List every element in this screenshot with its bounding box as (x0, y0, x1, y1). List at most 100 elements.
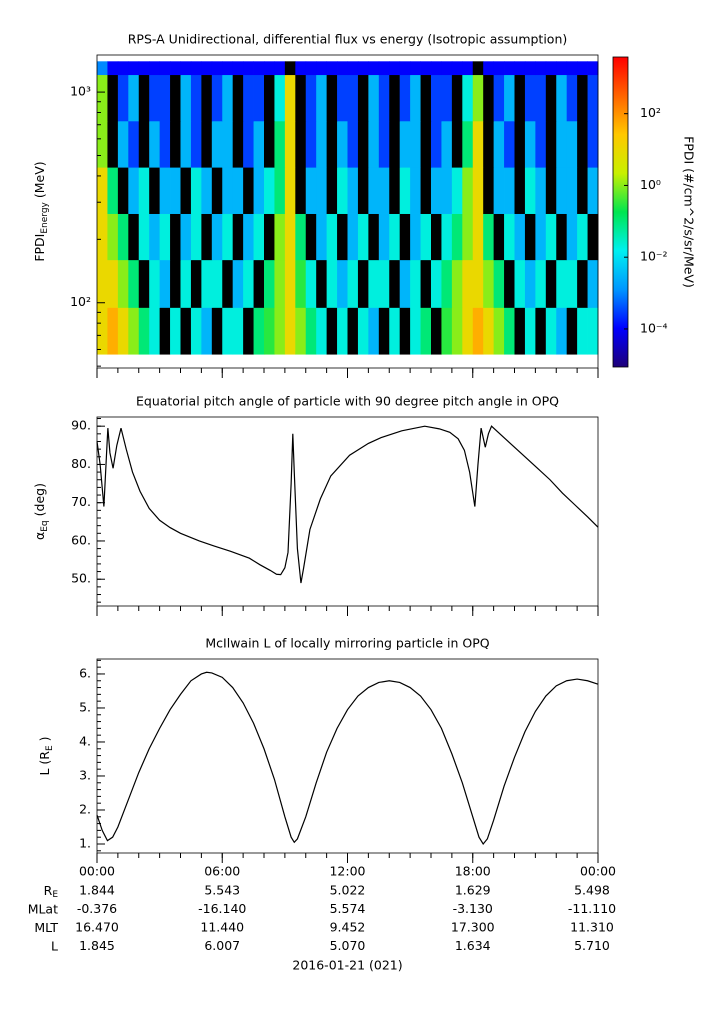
chart-title: Equatorial pitch angle of particle with … (136, 394, 559, 409)
heat-cell (107, 120, 119, 168)
heat-cell (232, 120, 244, 168)
x-tick-label: 00:00 (580, 864, 616, 879)
heat-cell (431, 74, 442, 122)
heat-cell (545, 61, 557, 76)
heat-cell (337, 213, 348, 261)
heat-cell (274, 167, 286, 214)
heat-cell (556, 307, 568, 355)
heat-cell (504, 167, 515, 214)
heat-cell (566, 74, 578, 122)
y-label-main: L (R (37, 751, 52, 776)
heat-cell (587, 74, 599, 122)
heat-cell (410, 120, 421, 168)
heat-cell (97, 307, 108, 355)
heat-cell (305, 120, 317, 168)
heat-cell (243, 120, 254, 168)
heat-cell (545, 74, 557, 122)
heat-cell (211, 213, 223, 261)
ephem-value: 6.007 (204, 938, 240, 953)
heat-cell (305, 167, 317, 214)
heat-cell (524, 167, 536, 214)
heat-cell (295, 167, 307, 214)
heat-cell (357, 120, 369, 168)
heat-cell (295, 74, 307, 122)
heat-cell (441, 307, 453, 355)
heat-cell (577, 120, 588, 168)
ephem-value: -11.110 (568, 901, 616, 916)
heat-cell (107, 74, 119, 122)
heat-cell (451, 307, 463, 355)
heat-cell (347, 74, 359, 122)
heat-cell (577, 167, 588, 214)
heat-cell (493, 74, 505, 122)
heat-cell (347, 213, 359, 261)
heat-cell (253, 120, 265, 168)
heat-cell (149, 74, 161, 122)
heat-cell (201, 74, 213, 122)
heat-cell (232, 167, 244, 214)
heat-cell (149, 61, 161, 76)
heat-cell (117, 213, 129, 261)
heat-cell (337, 167, 348, 214)
y-label-rest: (deg) (32, 483, 47, 516)
heat-cell (264, 213, 275, 261)
heat-cell (305, 307, 317, 355)
ephem-value: -0.376 (77, 901, 117, 916)
heat-cell (253, 61, 265, 76)
heat-cell (378, 213, 390, 261)
heat-cell (462, 61, 474, 76)
heat-cell (483, 74, 495, 122)
heat-cell (514, 259, 526, 308)
heat-cell (284, 74, 296, 122)
heat-cell (483, 167, 495, 214)
heat-cell (357, 213, 369, 261)
heat-cell (535, 307, 547, 355)
heat-cell (545, 120, 557, 168)
heat-cell (451, 61, 463, 76)
heat-cell (159, 259, 171, 308)
y-tick-label: 5. (79, 699, 91, 714)
heat-cell (337, 61, 348, 76)
heat-cell (472, 307, 484, 355)
heat-cell (556, 74, 568, 122)
heat-cell (347, 61, 359, 76)
heat-cell (97, 120, 108, 168)
heat-cell (190, 74, 202, 122)
y-label-main: α (32, 532, 47, 540)
heat-cell (243, 307, 254, 355)
heat-cell (462, 213, 474, 261)
heat-cell (149, 120, 161, 168)
heat-cell (284, 61, 296, 76)
heat-cell (483, 120, 495, 168)
heat-cell (410, 213, 421, 261)
heat-cell (107, 259, 119, 308)
heat-cell (504, 213, 515, 261)
y-axis-label: FPDIEnergy (MeV) (32, 161, 50, 261)
heat-cell (483, 307, 495, 355)
heat-cell (587, 61, 599, 76)
heat-cell (378, 120, 390, 168)
heat-cell (462, 74, 474, 122)
heat-cell (138, 120, 150, 168)
heat-cell (524, 307, 536, 355)
ephem-value: 5.710 (574, 938, 610, 953)
heat-cell (117, 61, 129, 76)
x-axis-label: 2016-01-21 (021) (292, 958, 402, 973)
heat-cell (138, 61, 150, 76)
heat-cell (556, 213, 568, 261)
data-line (96, 425, 599, 584)
heat-cell (504, 120, 515, 168)
heat-cell (274, 213, 286, 261)
heat-cell (326, 167, 338, 214)
ephem-label: R (44, 883, 53, 898)
heat-cell (264, 167, 275, 214)
heat-cell (253, 259, 265, 308)
heat-cell (316, 167, 328, 214)
heat-cell (399, 74, 411, 122)
heat-cell (535, 61, 547, 76)
heat-cell (399, 213, 411, 261)
heat-cell (410, 74, 421, 122)
heat-cell (389, 307, 401, 355)
heat-cell (316, 307, 328, 355)
heat-cell (566, 61, 578, 76)
